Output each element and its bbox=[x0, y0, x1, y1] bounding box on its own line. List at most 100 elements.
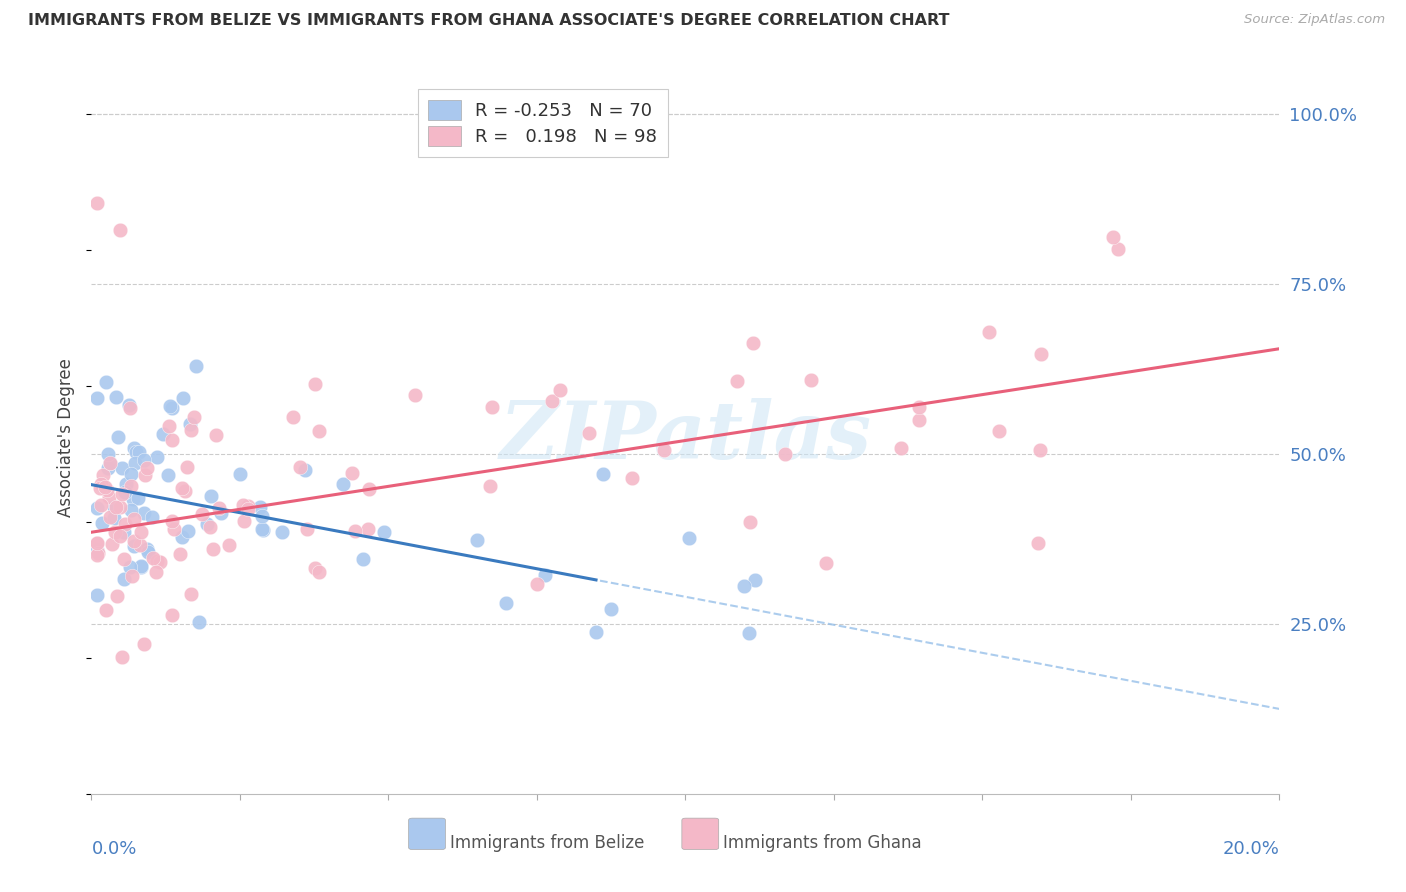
Point bbox=[236, 502, 259, 516]
Point bbox=[91, 468, 114, 483]
Point bbox=[170, 482, 193, 496]
Point bbox=[134, 468, 156, 483]
Point bbox=[200, 489, 222, 503]
Point bbox=[146, 554, 169, 568]
Point bbox=[110, 500, 132, 515]
Text: 0.0%: 0.0% bbox=[91, 840, 136, 858]
Text: Immigrants from Ghana: Immigrants from Ghana bbox=[724, 834, 922, 852]
Point bbox=[733, 579, 755, 593]
Point bbox=[232, 514, 254, 528]
Point bbox=[107, 429, 129, 443]
Point bbox=[125, 445, 148, 459]
Point bbox=[252, 523, 274, 537]
Point bbox=[105, 589, 128, 603]
Point bbox=[176, 460, 198, 475]
Point bbox=[124, 456, 146, 470]
Point bbox=[94, 603, 117, 617]
Point bbox=[120, 502, 142, 516]
Point bbox=[108, 223, 131, 237]
Point bbox=[585, 624, 607, 639]
Point bbox=[110, 649, 132, 664]
Point bbox=[170, 530, 193, 544]
Point bbox=[304, 376, 326, 391]
Point bbox=[179, 417, 201, 431]
Point bbox=[124, 512, 146, 526]
Point bbox=[1102, 229, 1125, 244]
Text: IMMIGRANTS FROM BELIZE VS IMMIGRANTS FROM GHANA ASSOCIATE'S DEGREE CORRELATION C: IMMIGRANTS FROM BELIZE VS IMMIGRANTS FRO… bbox=[28, 13, 949, 29]
Point bbox=[304, 561, 326, 575]
Point bbox=[86, 501, 108, 516]
Point bbox=[232, 498, 254, 512]
Point bbox=[103, 500, 125, 515]
Point bbox=[86, 391, 108, 405]
Point bbox=[104, 390, 127, 404]
Point bbox=[149, 555, 172, 569]
Point bbox=[481, 400, 503, 414]
Point bbox=[180, 587, 202, 601]
Point bbox=[97, 447, 120, 461]
Point bbox=[96, 483, 118, 497]
Point bbox=[134, 506, 156, 520]
Point bbox=[548, 383, 571, 397]
Point bbox=[129, 559, 152, 574]
Point bbox=[479, 479, 502, 493]
Point bbox=[114, 484, 136, 499]
Point bbox=[135, 542, 157, 557]
Point bbox=[86, 536, 108, 550]
Point bbox=[162, 401, 184, 416]
Point bbox=[1029, 346, 1052, 360]
Point bbox=[87, 546, 110, 560]
Point bbox=[308, 565, 330, 579]
Point bbox=[599, 602, 621, 616]
Point bbox=[94, 480, 117, 494]
Point bbox=[90, 516, 112, 530]
Point bbox=[121, 491, 143, 506]
Point bbox=[252, 508, 274, 523]
Point bbox=[295, 522, 318, 536]
Point bbox=[112, 552, 135, 566]
Point bbox=[526, 576, 548, 591]
Point bbox=[169, 547, 191, 561]
Point bbox=[124, 539, 146, 553]
Point bbox=[111, 460, 134, 475]
Point bbox=[359, 482, 381, 496]
Point bbox=[773, 447, 796, 461]
Point bbox=[344, 524, 367, 539]
Point bbox=[135, 461, 157, 475]
Point bbox=[174, 483, 197, 498]
Point bbox=[120, 401, 142, 415]
Point bbox=[495, 596, 517, 610]
Point bbox=[86, 588, 108, 602]
Point bbox=[357, 523, 380, 537]
Point bbox=[725, 374, 748, 388]
Point bbox=[800, 373, 823, 387]
Y-axis label: Associate's Degree: Associate's Degree bbox=[58, 358, 76, 516]
Point bbox=[129, 560, 152, 574]
Point bbox=[652, 442, 675, 457]
Legend: R = -0.253   N = 70, R =   0.198   N = 98: R = -0.253 N = 70, R = 0.198 N = 98 bbox=[418, 89, 668, 157]
Point bbox=[197, 516, 219, 531]
Point bbox=[100, 510, 122, 524]
Point bbox=[218, 538, 240, 552]
Text: Source: ZipAtlas.com: Source: ZipAtlas.com bbox=[1244, 13, 1385, 27]
Point bbox=[86, 535, 108, 549]
Point bbox=[121, 569, 143, 583]
Point bbox=[86, 195, 108, 210]
Point bbox=[157, 418, 180, 433]
Point bbox=[97, 460, 120, 475]
Point bbox=[271, 525, 294, 540]
Point bbox=[127, 491, 149, 505]
Point bbox=[815, 556, 838, 570]
Point bbox=[352, 552, 374, 566]
Point bbox=[308, 424, 330, 438]
Point bbox=[1026, 535, 1049, 549]
Point bbox=[98, 456, 121, 470]
Point bbox=[114, 477, 136, 491]
Point bbox=[134, 453, 156, 467]
Point bbox=[281, 409, 304, 424]
Point bbox=[104, 524, 127, 539]
Point bbox=[112, 572, 135, 586]
Point bbox=[98, 456, 121, 470]
Point bbox=[156, 468, 179, 483]
Point bbox=[200, 520, 222, 534]
